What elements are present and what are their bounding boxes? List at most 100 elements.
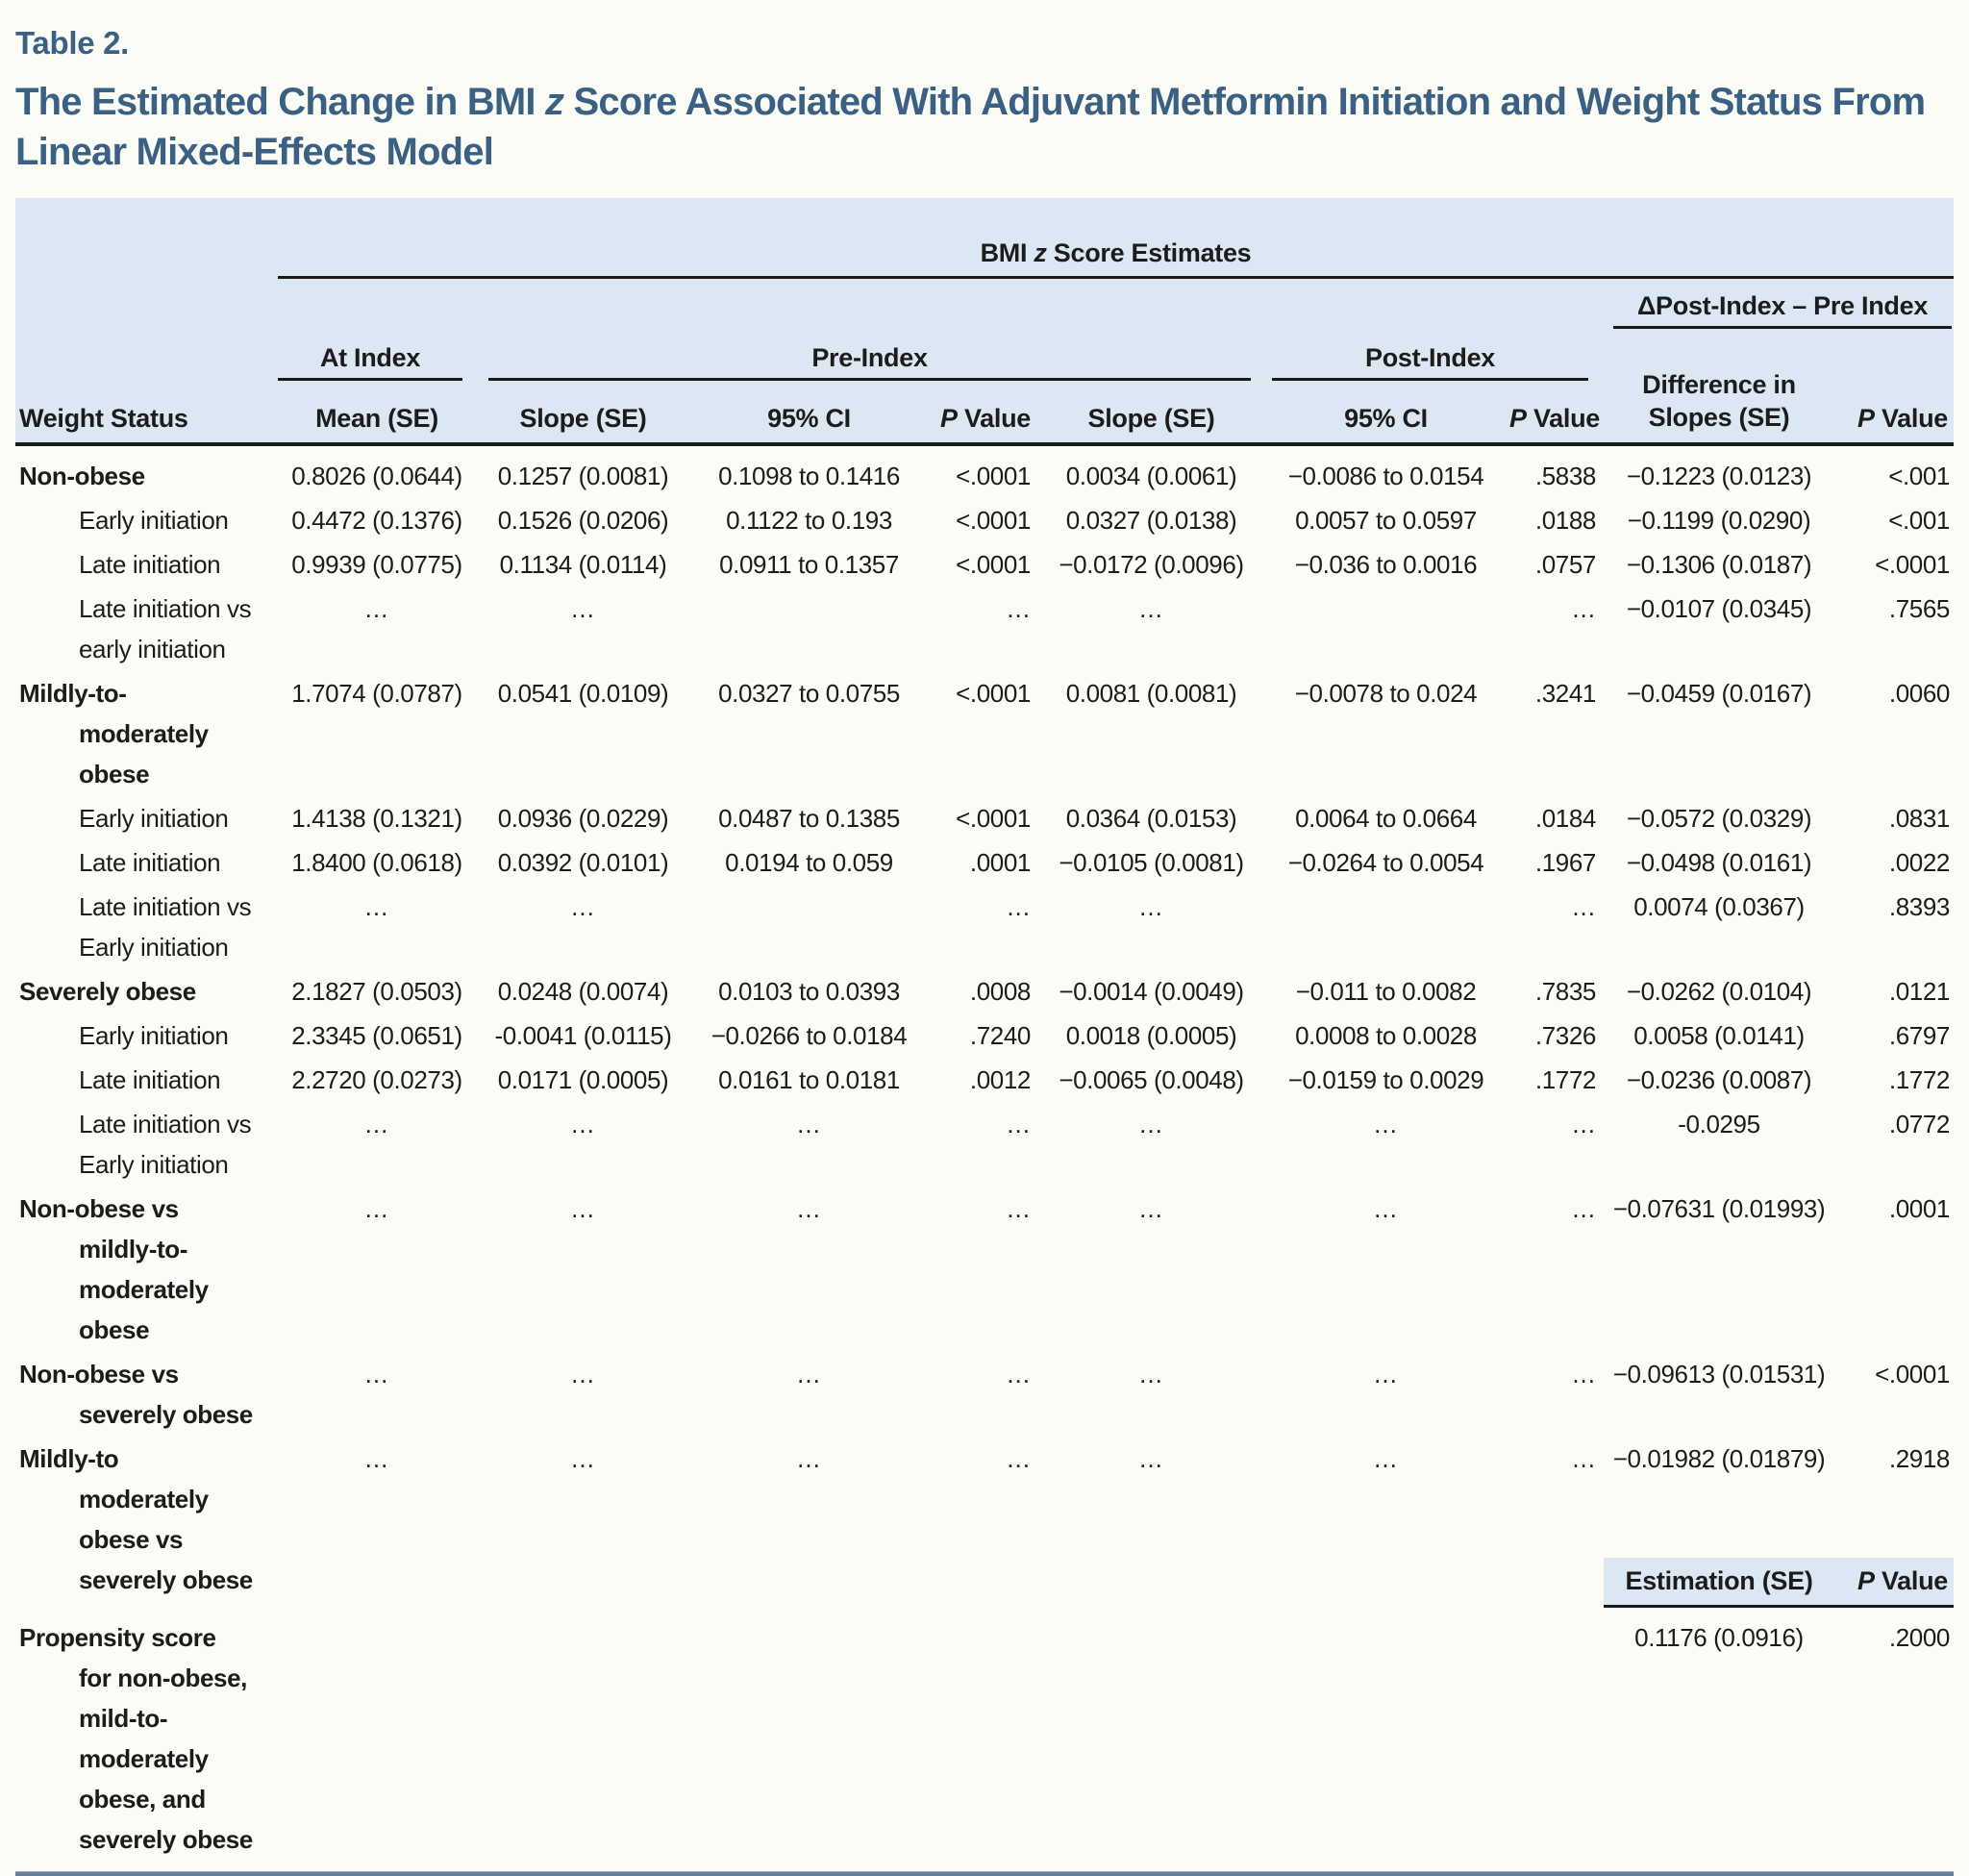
table-cell: −0.0172 (0.0096) [1059,550,1244,579]
row-label: Severely obese [15,971,278,1012]
table-row: Propensity score for non-obese, mild-to-mo… [15,1615,1954,1862]
table-cell: 0.1257 (0.0081) [497,462,669,490]
table-cell: 0.0018 (0.0005) [1065,1021,1237,1050]
table-cell: ... [797,1444,821,1473]
row-label-line: moderately [79,1275,209,1304]
table-cell: .3241 [1534,679,1596,708]
table-header: BMI z Score Estimates ΔPost-Index – Pre … [15,198,1954,446]
header-at-index: At Index [278,343,462,381]
table-cell: 0.0074 (0.0367) [1633,892,1805,921]
table-cell: ... [364,1194,389,1223]
table-cell: .7565 [1888,594,1950,623]
table-cell: 0.0248 (0.0074) [497,977,669,1006]
table-cell: −0.0065 (0.0048) [1059,1065,1244,1094]
row-label-line: early initiation [79,635,226,663]
table-cell: −0.0236 (0.0087) [1626,1065,1812,1094]
table-cell: 0.1176 (0.0916) [1634,1623,1804,1652]
table-cell: −0.0107 (0.0345) [1626,594,1812,623]
table-cell: .6797 [1888,1021,1950,1050]
table-cell: 0.4472 (0.1376) [291,506,462,535]
table-cell: −0.1199 (0.0290) [1627,506,1811,535]
header-italic-p: P [1857,1566,1875,1595]
table-cell: ... [1572,1444,1596,1473]
subheader-spacer [15,1558,1604,1608]
row-label: Early initiation [15,1015,278,1056]
table-cell: <.0001 [956,462,1031,490]
header-text: Slopes (SE) [1648,403,1790,432]
table-cell: -0.0041 (0.0115) [494,1021,672,1050]
table-row: Non-obese vs severely obese..............… [15,1352,1954,1437]
table-cell: .0772 [1888,1110,1950,1138]
header-post-index: Post-Index [1272,343,1588,381]
header-mean-se: Mean (SE) [315,404,438,433]
table-body-bottom: Propensity score for non-obese, mild-to-mo… [15,1608,1954,1862]
row-label-line: Early initiation [79,933,229,962]
table-cell: 0.0194 to 0.059 [725,848,893,877]
table-cell: ... [571,1444,595,1473]
table-cell: ... [797,1110,821,1138]
table-cell: .2918 [1888,1444,1950,1473]
table-cell: −0.0459 (0.0167) [1626,679,1812,708]
table-cell: ... [571,1110,595,1138]
row-label-line: Non-obese [19,462,145,490]
table-cell: ... [364,594,389,623]
table-cell: 0.1122 to 0.193 [726,506,892,535]
table-row: Non-obese vs mildly-to-moderately obese...… [15,1187,1954,1352]
table-cell: 0.0058 (0.0141) [1633,1021,1805,1050]
title-text: The Estimated Change in BMI [15,81,545,123]
header-p-value-pre: P Value [928,404,1038,442]
header-p-value-diff: P Value [1834,404,1954,442]
table-cell: 0.9939 (0.0775) [291,550,462,579]
title-italic-z: z [545,81,564,123]
table-cell: ... [797,1360,821,1388]
row-label-line: Early initiation [79,506,229,535]
table-cell: ... [364,1110,389,1138]
table-cell: ... [364,892,389,921]
table-cell: ... [1572,1360,1596,1388]
table-cell: 0.0064 to 0.0664 [1295,804,1477,833]
title-text: Score Associated With Adjuvant Metformin… [15,81,1926,173]
table-cell: <.001 [1888,506,1950,535]
table-cell: ... [1139,1444,1163,1473]
table-cell: −0.0498 (0.0161) [1626,848,1812,877]
row-label: Mildly-to-moderately obese [15,673,278,794]
table-cell: 0.1134 (0.0114) [499,550,667,579]
header-italic-p: P [1509,404,1527,433]
table-cell: ... [571,1194,595,1223]
table-cell: 1.8400 (0.0618) [291,848,462,877]
header-italic-z: z [1034,238,1047,267]
table-cell: .0008 [969,977,1031,1006]
row-label: Non-obese vs severely obese [15,1354,278,1435]
header-text: Value [957,404,1031,433]
table-cell: −0.01982 (0.01879) [1612,1444,1826,1473]
table-row: Late initiation vs Early initiation......… [15,885,1954,969]
table-row: Late initiation vs Early initiation......… [15,1102,1954,1187]
header-95ci-post: 95% CI [1344,404,1428,433]
row-label-line: mildly-to- [79,1235,187,1263]
row-label-line: severely obese [79,1565,253,1594]
row-label: Mildly-to moderately obese vs severely obes… [15,1438,278,1600]
table-bottom-rule [15,1871,1954,1876]
row-label: Late initiation vs Early initiation [15,1104,278,1185]
row-label-line: Mildly-to- [19,679,127,708]
table-cell: <.0001 [956,679,1031,708]
table-cell: ... [1572,594,1596,623]
table-cell: −0.0086 to 0.0154 [1287,462,1484,490]
row-label-line: Early initiation [79,1150,229,1179]
table-cell: .0188 [1534,506,1596,535]
table-cell: <.0001 [1875,1360,1950,1388]
table-cell: 0.0487 to 0.1385 [718,804,900,833]
row-label: Late initiation [15,842,278,883]
table-cell: ... [1572,1110,1596,1138]
table-cell: 2.2720 (0.0273) [291,1065,462,1094]
header-delta-post-pre: ΔPost-Index – Pre Index [1613,291,1952,329]
table-row: Early initiation 0.4472 (0.1376) 0.1526 (0… [15,498,1954,542]
table-cell: 0.0161 to 0.0181 [718,1065,900,1094]
table-cell: <.0001 [956,506,1031,535]
table-cell: -0.0295 [1678,1110,1760,1138]
table-cell: ... [571,594,595,623]
header-estimation-se: Estimation (SE) [1604,1558,1834,1608]
row-label-line: Propensity score [19,1623,216,1652]
header-italic-p: P [940,404,958,433]
